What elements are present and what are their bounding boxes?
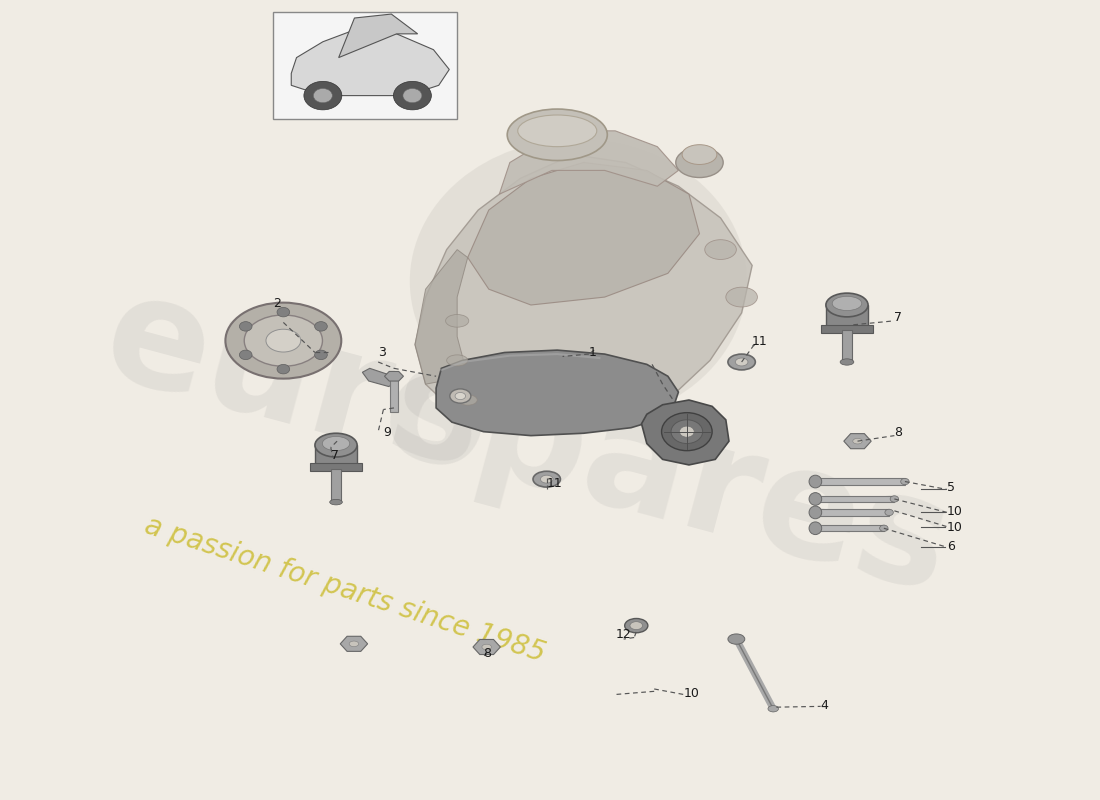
- Ellipse shape: [661, 413, 712, 450]
- Ellipse shape: [808, 475, 822, 488]
- Text: 11: 11: [752, 334, 768, 347]
- Ellipse shape: [410, 138, 747, 424]
- Text: 8: 8: [484, 647, 492, 660]
- Ellipse shape: [726, 287, 758, 307]
- Ellipse shape: [534, 471, 560, 487]
- Polygon shape: [362, 368, 396, 386]
- Text: 12: 12: [615, 627, 631, 641]
- Ellipse shape: [728, 634, 745, 644]
- Text: 4: 4: [821, 698, 828, 712]
- Ellipse shape: [450, 389, 471, 403]
- Text: 5: 5: [947, 481, 955, 494]
- Text: 6: 6: [947, 541, 955, 554]
- Text: spares: spares: [373, 333, 965, 626]
- Text: 11: 11: [547, 477, 562, 490]
- Ellipse shape: [630, 622, 642, 630]
- Polygon shape: [385, 371, 404, 381]
- Circle shape: [277, 364, 289, 374]
- Ellipse shape: [482, 644, 492, 650]
- Polygon shape: [844, 434, 871, 449]
- Ellipse shape: [447, 355, 468, 366]
- Circle shape: [315, 322, 328, 331]
- FancyBboxPatch shape: [821, 325, 873, 333]
- Ellipse shape: [266, 330, 300, 352]
- Polygon shape: [415, 250, 468, 384]
- Text: euro: euro: [88, 262, 506, 507]
- Ellipse shape: [671, 420, 703, 443]
- Text: 10: 10: [947, 505, 962, 518]
- Polygon shape: [499, 131, 679, 194]
- Circle shape: [304, 82, 342, 110]
- Polygon shape: [473, 639, 500, 654]
- Circle shape: [240, 350, 252, 360]
- Ellipse shape: [540, 475, 553, 483]
- Polygon shape: [292, 30, 449, 96]
- Ellipse shape: [330, 499, 342, 505]
- Ellipse shape: [768, 706, 779, 712]
- Polygon shape: [641, 400, 729, 465]
- Text: a passion for parts since 1985: a passion for parts since 1985: [141, 512, 549, 668]
- Ellipse shape: [808, 493, 822, 506]
- Ellipse shape: [244, 315, 322, 366]
- Circle shape: [403, 89, 422, 102]
- Ellipse shape: [808, 522, 822, 534]
- Ellipse shape: [446, 314, 469, 327]
- FancyBboxPatch shape: [315, 445, 358, 467]
- Ellipse shape: [826, 293, 868, 317]
- Circle shape: [240, 322, 252, 331]
- Ellipse shape: [349, 641, 359, 646]
- Ellipse shape: [518, 115, 597, 146]
- FancyBboxPatch shape: [273, 12, 458, 119]
- Ellipse shape: [682, 145, 717, 165]
- Ellipse shape: [675, 147, 723, 178]
- Ellipse shape: [840, 359, 854, 365]
- Bar: [815, 510, 889, 515]
- Ellipse shape: [735, 358, 748, 366]
- Bar: [815, 525, 883, 531]
- Ellipse shape: [880, 525, 888, 531]
- Text: 8: 8: [894, 426, 902, 438]
- Ellipse shape: [459, 395, 477, 405]
- Bar: [389, 376, 398, 412]
- Ellipse shape: [833, 296, 861, 310]
- Ellipse shape: [226, 302, 341, 378]
- Bar: [842, 330, 852, 361]
- FancyBboxPatch shape: [826, 305, 868, 327]
- Text: 7: 7: [894, 311, 902, 324]
- Ellipse shape: [705, 240, 736, 259]
- Ellipse shape: [728, 354, 756, 370]
- Ellipse shape: [507, 109, 607, 161]
- Text: 2: 2: [273, 297, 280, 310]
- Polygon shape: [415, 154, 752, 432]
- Ellipse shape: [322, 437, 350, 450]
- Ellipse shape: [808, 506, 822, 518]
- Circle shape: [314, 89, 332, 102]
- Polygon shape: [468, 162, 700, 305]
- Bar: [815, 496, 894, 502]
- Ellipse shape: [625, 618, 648, 633]
- FancyBboxPatch shape: [310, 463, 362, 471]
- Text: 9: 9: [384, 426, 392, 438]
- Polygon shape: [339, 14, 418, 58]
- Text: 1: 1: [588, 346, 596, 359]
- Text: 10: 10: [947, 521, 962, 534]
- Ellipse shape: [455, 393, 465, 400]
- Bar: [815, 478, 905, 485]
- Text: 7: 7: [331, 450, 339, 462]
- Polygon shape: [340, 636, 367, 651]
- Text: 10: 10: [684, 687, 700, 700]
- Ellipse shape: [884, 510, 893, 515]
- Ellipse shape: [315, 434, 358, 457]
- Circle shape: [394, 82, 431, 110]
- Text: 3: 3: [378, 346, 386, 359]
- Ellipse shape: [890, 496, 899, 502]
- Ellipse shape: [680, 426, 694, 438]
- Circle shape: [277, 307, 289, 317]
- Ellipse shape: [901, 478, 909, 485]
- Ellipse shape: [852, 438, 862, 444]
- Circle shape: [315, 350, 328, 360]
- Polygon shape: [436, 350, 679, 436]
- Bar: [331, 469, 341, 501]
